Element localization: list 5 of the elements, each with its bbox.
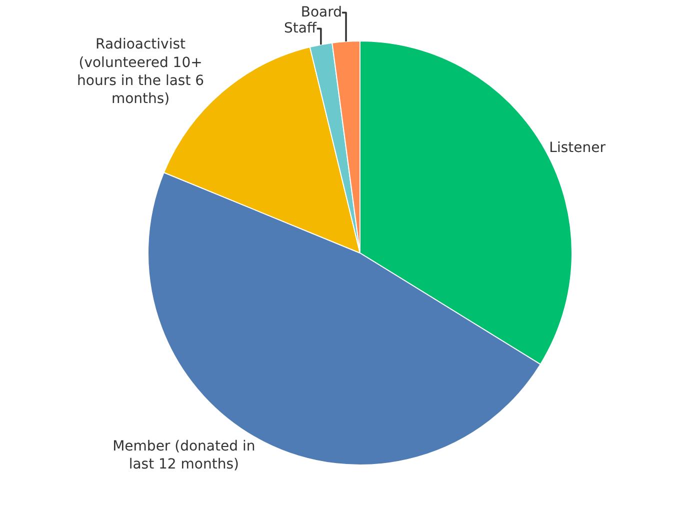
slice-label: Radioactivist (volunteered 10+ hours in the last 6 months)	[77, 36, 204, 108]
slice-label: Member (donated in last 12 months)	[112, 438, 256, 473]
slice-label: Staff	[284, 20, 317, 37]
slice-label: Listener	[549, 140, 606, 156]
slice-label: Board	[300, 4, 342, 21]
